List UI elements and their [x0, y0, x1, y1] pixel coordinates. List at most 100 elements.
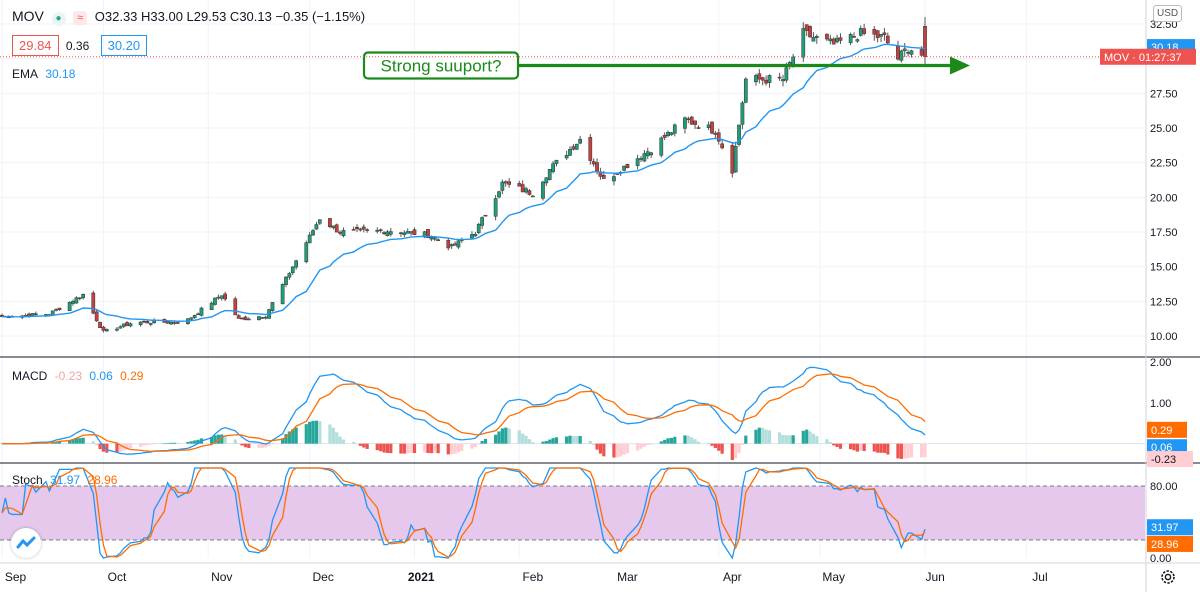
candle-up: [189, 317, 194, 320]
candle-up: [497, 191, 501, 198]
header-row: MOV ● ≈ O32.33 H33.00 L29.53 C30.13 −0.3…: [12, 8, 369, 26]
candle-up: [612, 176, 616, 182]
macd-hist-bar: [669, 437, 674, 444]
candle-up: [54, 309, 58, 311]
macd-hist-bar: [754, 429, 758, 444]
macd-hist-bar: [767, 430, 772, 444]
macd-hist-bar: [882, 443, 887, 453]
candle-down: [862, 28, 866, 34]
macd-hist-bar: [142, 443, 146, 446]
candle-up: [666, 132, 670, 136]
macd-hist-bar: [210, 436, 214, 444]
candle-up: [767, 75, 772, 83]
candle-up: [541, 181, 545, 199]
candle-up: [547, 169, 552, 180]
macd-hist-bar: [592, 443, 596, 446]
macd-hist-bar: [406, 443, 410, 454]
macd-hist-bar: [125, 443, 129, 450]
candle-up: [257, 316, 261, 321]
candle-down: [882, 32, 887, 35]
macd-hist-bar: [456, 443, 461, 453]
macd-hist-bar: [172, 442, 177, 444]
candle-up: [219, 295, 224, 299]
macd-hist-bar: [149, 443, 153, 445]
symbol-label[interactable]: MOV: [12, 8, 44, 24]
macd-hist-bar: [500, 428, 504, 444]
candle-down: [852, 36, 856, 38]
candle-up: [429, 237, 434, 240]
spread-label: 0.36: [65, 39, 90, 53]
candle-down: [165, 321, 170, 324]
ema-layer: [1, 43, 926, 322]
gear-icon[interactable]: [1159, 568, 1177, 586]
macd-layer: [0, 366, 1145, 461]
macd-hist-bar: [852, 443, 856, 451]
macd-hist-bar: [341, 439, 346, 444]
macd-hist-bar: [663, 439, 667, 444]
macd-hist-bar: [355, 443, 359, 445]
macd-hist-bar: [189, 441, 193, 444]
macd-hist-bar: [636, 443, 640, 451]
candle-up: [470, 234, 474, 239]
macd-hist-bar: [720, 443, 724, 454]
candle-up: [456, 240, 461, 248]
candle-up: [263, 316, 268, 319]
annotation-layer[interactable]: Strong suuport?: [0, 51, 1145, 80]
candle-up: [104, 328, 109, 332]
macd-hist-bar: [426, 443, 430, 454]
macd-hist-bar: [622, 443, 626, 455]
candle-up: [899, 50, 904, 61]
macd-hist-bar: [791, 435, 795, 444]
candle-up: [493, 198, 498, 217]
macd-label: MACD: [12, 369, 48, 383]
eye-icon[interactable]: ●: [51, 12, 66, 26]
stoch-legend[interactable]: Stoch 31.97 28.96: [12, 473, 121, 487]
macd-hist-bar: [335, 432, 339, 444]
macd-legend[interactable]: MACD -0.23 0.06 0.29: [12, 369, 147, 383]
candle-up: [115, 328, 119, 331]
candle-up: [280, 284, 285, 305]
macd-hist-bar: [105, 443, 109, 453]
macd-hist-bar: [352, 442, 356, 444]
stoch-tick-label: 80.00: [1150, 481, 1178, 493]
candle-down: [382, 232, 386, 234]
macd-hist-bar: [686, 435, 690, 444]
candle-down: [361, 226, 366, 230]
bid-box[interactable]: 29.84: [12, 35, 59, 56]
macd-hist-bar: [311, 420, 315, 444]
macd-hist-bar: [784, 435, 788, 444]
last-price-tag: MOV · 01:27:37: [1104, 52, 1182, 64]
macd-hist-bar: [832, 443, 836, 446]
macd-hist-bar: [358, 443, 362, 446]
candle-up: [74, 297, 79, 304]
candle-down: [240, 317, 244, 320]
candle-up: [71, 301, 75, 304]
ema-legend[interactable]: EMA 30.18: [12, 67, 79, 81]
macd-hist-bar: [169, 442, 173, 444]
macd-hist-bar: [737, 443, 741, 453]
candle-up: [500, 181, 505, 191]
macd-hist-bar: [423, 443, 427, 453]
candle-down: [720, 143, 724, 149]
candle-down: [175, 322, 180, 324]
macd-tick-label: 1.00: [1150, 398, 1171, 410]
time-axis-label: Jun: [925, 570, 944, 584]
candle-down: [716, 132, 721, 142]
macd-hist-bar: [531, 442, 535, 444]
compare-icon[interactable]: ≈: [73, 11, 88, 25]
macd-hist-bar: [615, 443, 619, 458]
macd-hist-bar: [101, 443, 106, 452]
candle-up: [473, 234, 478, 237]
candle-down: [125, 322, 129, 326]
candle-down: [601, 174, 606, 179]
macd-hist-bar: [480, 440, 484, 444]
macd-hist-bar: [707, 442, 711, 444]
candle-down: [885, 35, 890, 44]
ask-box[interactable]: 30.20: [100, 35, 148, 56]
macd-hist-bar: [673, 436, 677, 444]
currency-button[interactable]: USD: [1153, 5, 1183, 22]
tradingview-logo[interactable]: [11, 528, 41, 558]
macd-hist-bar: [619, 443, 623, 457]
